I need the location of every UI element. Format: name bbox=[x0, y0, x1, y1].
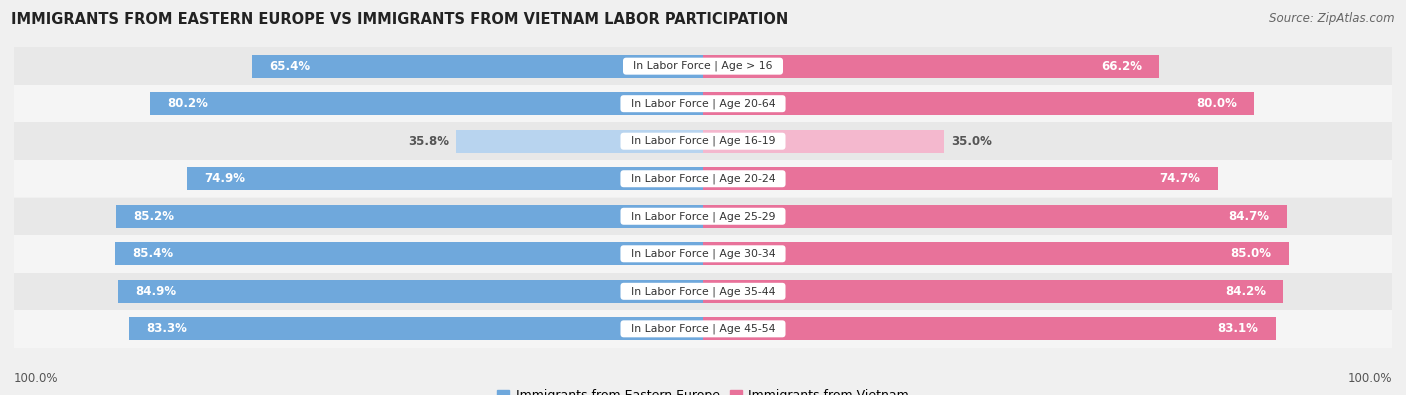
Text: In Labor Force | Age 20-24: In Labor Force | Age 20-24 bbox=[624, 173, 782, 184]
Bar bbox=[115, 242, 703, 265]
Text: 35.0%: 35.0% bbox=[950, 135, 991, 148]
Text: 85.4%: 85.4% bbox=[132, 247, 173, 260]
Text: IMMIGRANTS FROM EASTERN EUROPE VS IMMIGRANTS FROM VIETNAM LABOR PARTICIPATION: IMMIGRANTS FROM EASTERN EUROPE VS IMMIGR… bbox=[11, 12, 789, 27]
Text: In Labor Force | Age 35-44: In Labor Force | Age 35-44 bbox=[624, 286, 782, 297]
Bar bbox=[703, 167, 1218, 190]
Bar bbox=[187, 167, 703, 190]
Bar bbox=[14, 273, 1392, 310]
Bar bbox=[703, 92, 1254, 115]
Text: 74.9%: 74.9% bbox=[204, 172, 245, 185]
Text: 84.9%: 84.9% bbox=[135, 285, 176, 298]
Bar bbox=[14, 122, 1392, 160]
Bar bbox=[150, 92, 703, 115]
Text: 85.2%: 85.2% bbox=[134, 210, 174, 223]
Text: 84.7%: 84.7% bbox=[1229, 210, 1270, 223]
Text: In Labor Force | Age 25-29: In Labor Force | Age 25-29 bbox=[624, 211, 782, 222]
Bar bbox=[117, 205, 703, 228]
Text: 66.2%: 66.2% bbox=[1101, 60, 1142, 73]
Text: 80.0%: 80.0% bbox=[1197, 97, 1237, 110]
Text: Source: ZipAtlas.com: Source: ZipAtlas.com bbox=[1270, 12, 1395, 25]
Bar bbox=[14, 47, 1392, 85]
Legend: Immigrants from Eastern Europe, Immigrants from Vietnam: Immigrants from Eastern Europe, Immigran… bbox=[492, 384, 914, 395]
Text: 80.2%: 80.2% bbox=[167, 97, 208, 110]
Text: 74.7%: 74.7% bbox=[1160, 172, 1201, 185]
Text: In Labor Force | Age 20-64: In Labor Force | Age 20-64 bbox=[624, 98, 782, 109]
Bar bbox=[457, 130, 703, 153]
Text: 84.2%: 84.2% bbox=[1225, 285, 1265, 298]
Text: In Labor Force | Age 30-34: In Labor Force | Age 30-34 bbox=[624, 248, 782, 259]
Bar bbox=[703, 205, 1286, 228]
Text: In Labor Force | Age 16-19: In Labor Force | Age 16-19 bbox=[624, 136, 782, 147]
Bar bbox=[129, 317, 703, 340]
Text: 100.0%: 100.0% bbox=[14, 372, 59, 385]
Text: 35.8%: 35.8% bbox=[409, 135, 450, 148]
Bar bbox=[14, 310, 1392, 348]
Text: 65.4%: 65.4% bbox=[270, 60, 311, 73]
Bar bbox=[703, 242, 1289, 265]
Bar bbox=[253, 55, 703, 78]
Text: 83.3%: 83.3% bbox=[146, 322, 187, 335]
Text: In Labor Force | Age > 16: In Labor Force | Age > 16 bbox=[626, 61, 780, 71]
Bar bbox=[14, 160, 1392, 198]
Bar bbox=[703, 317, 1275, 340]
Bar bbox=[14, 85, 1392, 122]
Text: 85.0%: 85.0% bbox=[1230, 247, 1271, 260]
Bar bbox=[703, 280, 1284, 303]
Bar bbox=[14, 235, 1392, 273]
Text: In Labor Force | Age 45-54: In Labor Force | Age 45-54 bbox=[624, 324, 782, 334]
Text: 83.1%: 83.1% bbox=[1218, 322, 1258, 335]
Bar bbox=[703, 55, 1159, 78]
Bar bbox=[118, 280, 703, 303]
Bar bbox=[703, 130, 945, 153]
Bar bbox=[14, 198, 1392, 235]
Text: 100.0%: 100.0% bbox=[1347, 372, 1392, 385]
